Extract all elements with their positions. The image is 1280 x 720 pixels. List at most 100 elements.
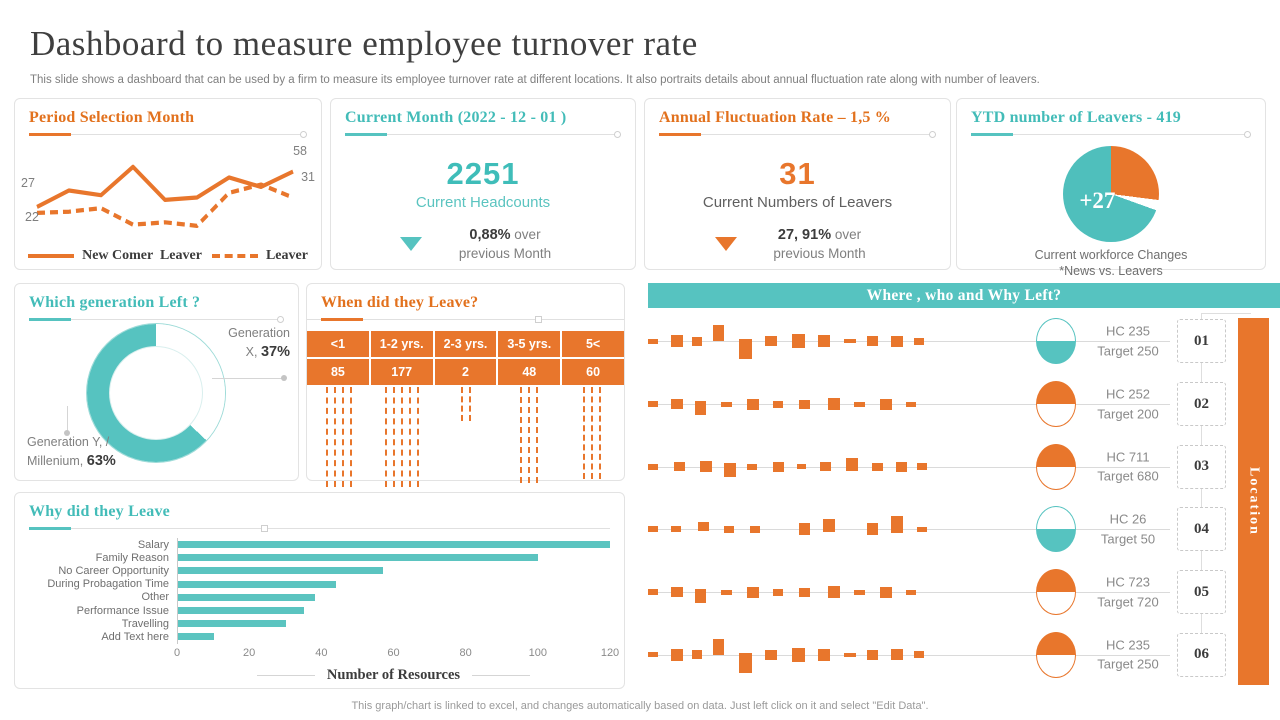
bar-track: [177, 590, 610, 604]
strip-marker-icon: [648, 526, 658, 533]
hatch-line-icon: [535, 387, 538, 483]
gauge-half-circle-icon: [1036, 443, 1076, 490]
why-bar-chart[interactable]: Salary Family Reason No Career Opportunity…: [29, 538, 619, 684]
strip-marker-icon: [773, 400, 784, 408]
location-number-box[interactable]: 06: [1177, 632, 1226, 677]
connector-stub-line: [1201, 313, 1251, 314]
location-strip-row[interactable]: HC 252 Target 200: [648, 373, 1170, 436]
rule-handle-icon: [261, 525, 269, 532]
location-strip-row[interactable]: HC 711 Target 680: [648, 435, 1170, 498]
chart-legend: New Comer Leaver Leaver: [28, 248, 308, 264]
headcount-value: 2251: [446, 156, 520, 191]
bar-track: [177, 630, 610, 644]
bar-row: Other: [29, 590, 610, 604]
strip-marker-icon: [671, 648, 684, 661]
title-rule: [29, 524, 610, 534]
location-number-box[interactable]: 01: [1177, 319, 1226, 364]
bar-track: [177, 551, 610, 565]
strip-marker-icon: [648, 652, 658, 658]
location-strip-row[interactable]: HC 235 Target 250: [648, 623, 1170, 686]
card-annual-fluctuation-rate[interactable]: Annual Fluctuation Rate – 1,5 % 31 Curre…: [644, 98, 951, 270]
card-current-month[interactable]: Current Month (2022 - 12 - 01 ) 2251 Cur…: [330, 98, 636, 270]
card-title: YTD number of Leavers - 419: [971, 109, 1181, 126]
axis-tick-label: 0: [173, 646, 181, 659]
decorative-line: [256, 674, 315, 676]
strip-marker-icon: [828, 586, 841, 599]
location-number-box[interactable]: 02: [1177, 382, 1226, 426]
card-title: Current Month (2022 - 12 - 01 ): [345, 109, 567, 126]
hatch-line-icon: [417, 387, 420, 487]
strip-marker-icon: [817, 335, 830, 348]
bar[interactable]: [178, 541, 610, 548]
bar[interactable]: [178, 633, 214, 641]
generation-donut-chart[interactable]: [87, 324, 225, 462]
strip-marker-icon: [692, 650, 703, 660]
table-header-cell: 2-3 yrs.: [434, 331, 499, 357]
card-ytd-leavers[interactable]: YTD number of Leavers - 419 +27 Current …: [956, 98, 1266, 278]
location-strip-row[interactable]: HC 26 Target 50: [648, 498, 1170, 561]
strip-marker-icon: [671, 335, 684, 348]
delta-text: 27, 91% over previous Month: [773, 227, 866, 261]
bar[interactable]: [178, 554, 538, 562]
card-which-generation-left[interactable]: Which generation Left ? Generation X, 37…: [14, 283, 299, 481]
strip-marker-icon: [648, 401, 658, 407]
hatch-line-icon: [468, 387, 471, 421]
card-period-selection-month[interactable]: Period Selection Month 27 22 58 31 New C…: [14, 98, 322, 270]
bar[interactable]: [178, 606, 304, 614]
strip-axis-line: [648, 341, 1170, 343]
data-label: 31: [301, 170, 315, 184]
card-when-did-they-leave[interactable]: When did they Leave? <1 1-2 yrs. 2-3 yrs. 3…: [306, 283, 625, 487]
x-axis-label-row: Number of Resources: [177, 667, 610, 684]
table-value-cell: 177: [370, 357, 435, 385]
axis-tick-label: 60: [387, 646, 400, 659]
triangle-down-icon: [400, 237, 422, 252]
panel-where-who-why-left[interactable]: Where , who and Why Left? HC 235 Target 2…: [648, 283, 1280, 689]
generation-y-label: Generation Y, / Millenium, 63%: [27, 434, 116, 469]
strip-axis-line: [648, 466, 1170, 468]
location-bar-label: Location: [1246, 467, 1262, 536]
delta-text: 0,88% over previous Month: [458, 227, 552, 261]
strip-marker-icon: [890, 335, 903, 347]
hatch-line-icon: [341, 387, 344, 487]
leaver-line: [36, 182, 294, 228]
strip-marker-icon: [721, 401, 733, 407]
location-strip-row[interactable]: HC 723 Target 720: [648, 561, 1170, 624]
pie-icon: [1063, 146, 1159, 242]
target-value: Target 720: [1097, 594, 1159, 610]
hatch-column: [434, 387, 497, 487]
strip-marker-icon: [791, 334, 805, 349]
table-header-cell: 3-5 yrs.: [498, 331, 563, 357]
table-header-cell: 1-2 yrs.: [370, 331, 435, 357]
strip-marker-icon: [773, 588, 784, 596]
hatch-column: [561, 387, 624, 487]
strip-marker-icon: [723, 462, 736, 477]
hatch-line-icon: [519, 387, 522, 483]
hatch-line-icon: [460, 387, 463, 421]
bar[interactable]: [178, 567, 384, 575]
data-label: 58: [293, 144, 307, 158]
location-number-box[interactable]: 05: [1177, 570, 1226, 614]
bar-track: [177, 577, 610, 591]
delta-row: 0,88% over previous Month: [345, 226, 621, 262]
period-line-chart[interactable]: 27 22 58 31: [21, 144, 315, 240]
strip-marker-icon: [906, 401, 917, 407]
hatch-line-icon: [409, 387, 412, 487]
location-number-box[interactable]: 03: [1177, 444, 1226, 489]
bar-track: [177, 564, 610, 578]
bar[interactable]: [178, 593, 315, 601]
location-strip-row[interactable]: HC 235 Target 250: [648, 310, 1170, 373]
bar-track: [177, 617, 610, 631]
hatch-line-icon: [385, 387, 388, 487]
headcount-target-label: HC 252 Target 200: [1088, 385, 1168, 424]
bar-category-label: Other: [141, 591, 169, 604]
tenure-table[interactable]: <1 1-2 yrs. 2-3 yrs. 3-5 yrs. 5< 85 177 2 48 60: [307, 331, 624, 385]
card-why-did-they-leave[interactable]: Why did they Leave Salary Family Reason No…: [14, 492, 625, 689]
x-axis-label: Number of Resources: [326, 666, 461, 683]
strip-marker-icon: [867, 523, 879, 536]
location-number-box[interactable]: 04: [1177, 507, 1226, 552]
hc-value: HC 711: [1106, 449, 1150, 465]
strip-marker-icon: [854, 589, 866, 595]
bar[interactable]: [178, 620, 286, 628]
ytd-pie-chart[interactable]: +27: [1063, 146, 1159, 242]
bar[interactable]: [178, 580, 337, 588]
